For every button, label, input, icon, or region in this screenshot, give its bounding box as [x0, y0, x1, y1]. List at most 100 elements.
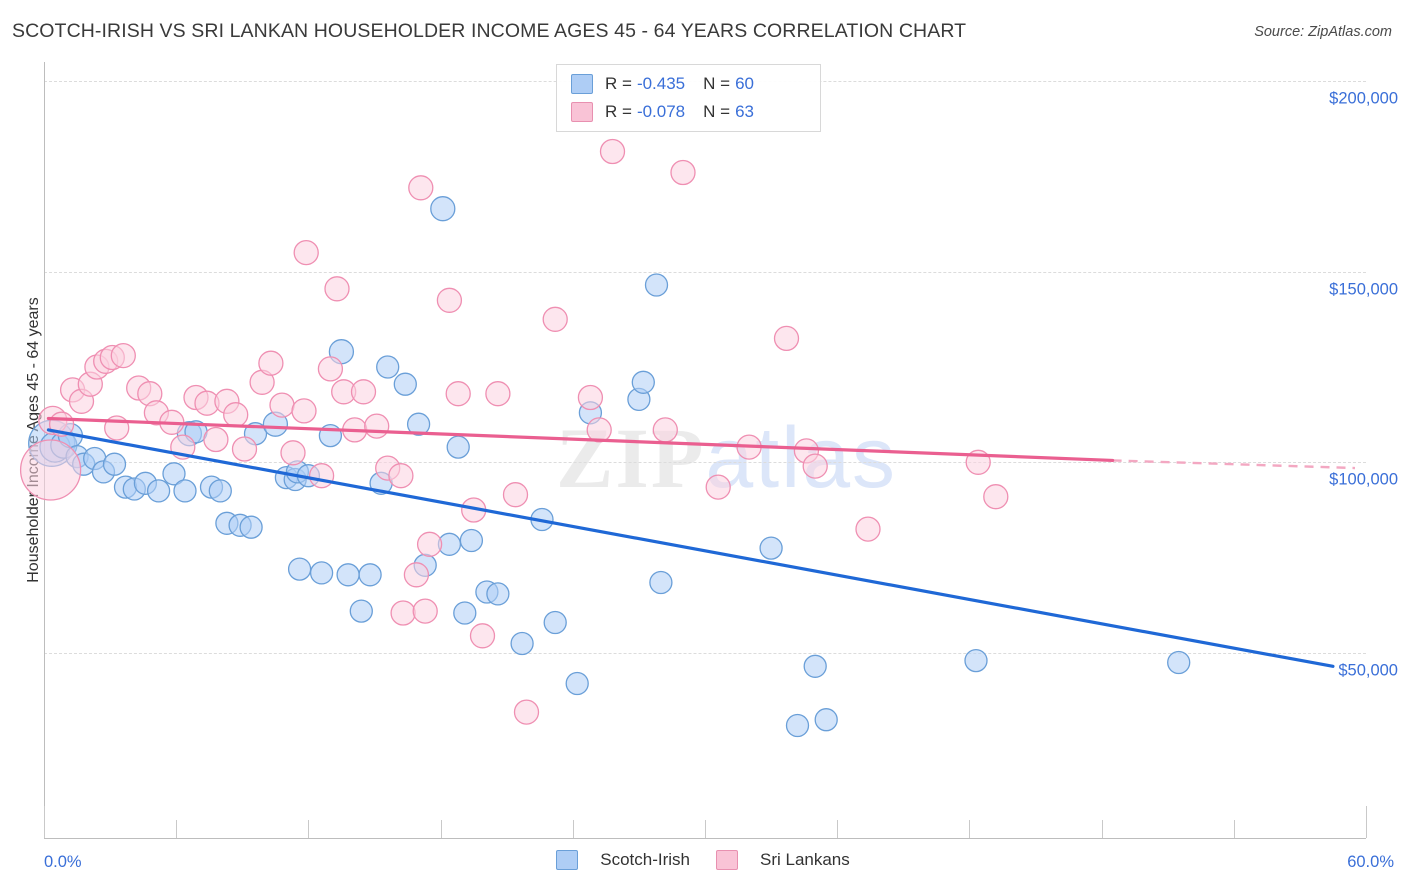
data-point[interactable]: [239, 515, 263, 539]
data-point[interactable]: [964, 648, 988, 673]
data-point[interactable]: [317, 356, 344, 382]
y-tick-label: $100,000: [1329, 470, 1398, 489]
data-point[interactable]: [390, 600, 416, 626]
x-tick: [969, 820, 971, 838]
data-point[interactable]: [670, 159, 696, 186]
data-point[interactable]: [287, 557, 312, 581]
data-point[interactable]: [203, 426, 229, 453]
data-point[interactable]: [631, 370, 655, 394]
data-point[interactable]: [19, 439, 82, 501]
data-point[interactable]: [577, 384, 604, 411]
data-point[interactable]: [652, 417, 678, 443]
stats-legend: R = -0.435 N = 60 R = -0.078 N = 63: [556, 64, 821, 132]
data-point[interactable]: [336, 563, 360, 587]
data-point[interactable]: [644, 273, 669, 297]
data-point[interactable]: [814, 708, 838, 732]
y-tick-label: $150,000: [1329, 280, 1398, 299]
data-point[interactable]: [485, 381, 511, 407]
data-point[interactable]: [406, 412, 431, 436]
stats-legend-r-label-1: R =: [605, 74, 632, 93]
x-tick: [705, 820, 706, 838]
stats-legend-r-value-2: -0.078: [636, 102, 686, 121]
data-point[interactable]: [430, 196, 456, 222]
data-point[interactable]: [802, 453, 828, 479]
data-point[interactable]: [469, 623, 496, 649]
data-point[interactable]: [565, 671, 589, 696]
data-point[interactable]: [358, 563, 382, 587]
data-point[interactable]: [388, 463, 414, 489]
stats-legend-n-value-1: 60: [735, 74, 754, 93]
trend-line-scotch-irish: [46, 428, 1335, 668]
x-tick-label-max: 60.0%: [1347, 853, 1394, 871]
legend-swatch-scotch-irish: [556, 850, 579, 870]
data-point[interactable]: [486, 582, 510, 606]
data-point[interactable]: [308, 463, 335, 489]
data-point[interactable]: [258, 350, 284, 376]
legend-label-sri-lankans: Sri Lankans: [759, 850, 850, 869]
x-tick-end: [1366, 806, 1367, 838]
data-point[interactable]: [510, 631, 534, 656]
data-point[interactable]: [146, 479, 171, 503]
stats-legend-r-label-2: R =: [605, 102, 632, 121]
data-point[interactable]: [803, 654, 827, 678]
data-point[interactable]: [785, 713, 810, 738]
data-point[interactable]: [513, 699, 540, 725]
data-point[interactable]: [416, 531, 443, 557]
data-point[interactable]: [502, 482, 529, 508]
data-point[interactable]: [446, 435, 470, 459]
data-point[interactable]: [649, 570, 673, 595]
stats-legend-n-label-2: N =: [703, 102, 731, 121]
x-tick: [1233, 820, 1235, 838]
data-point[interactable]: [280, 440, 306, 466]
data-point[interactable]: [543, 610, 567, 635]
data-point[interactable]: [349, 599, 373, 623]
gridline: [44, 462, 1366, 464]
data-point[interactable]: [291, 398, 317, 424]
x-tick: [308, 820, 310, 838]
data-point[interactable]: [162, 462, 186, 486]
data-point[interactable]: [436, 287, 463, 313]
data-point[interactable]: [459, 528, 484, 553]
data-point[interactable]: [324, 276, 350, 302]
data-point[interactable]: [445, 381, 471, 407]
data-point[interactable]: [412, 598, 438, 624]
data-point[interactable]: [208, 479, 232, 503]
page-title: SCOTCH-IRISH VS SRI LANKAN HOUSEHOLDER I…: [12, 20, 967, 42]
stats-legend-row-scotch-irish: R = -0.435 N = 60: [571, 71, 754, 97]
data-point[interactable]: [855, 516, 881, 542]
data-point[interactable]: [223, 402, 249, 428]
data-point[interactable]: [542, 306, 568, 332]
data-point[interactable]: [759, 536, 783, 560]
data-point[interactable]: [350, 379, 377, 405]
x-tick: [1101, 820, 1103, 838]
data-point[interactable]: [773, 325, 800, 352]
data-point[interactable]: [599, 138, 626, 165]
series-legend: Scotch-Irish Sri Lankans: [0, 850, 1406, 870]
data-point[interactable]: [231, 436, 258, 462]
data-point[interactable]: [983, 484, 1009, 510]
gridline: [44, 271, 1366, 273]
series-scotch-irish: [28, 196, 1191, 738]
legend-item-scotch-irish[interactable]: Scotch-Irish: [556, 850, 690, 870]
data-point[interactable]: [309, 561, 334, 585]
legend-item-sri-lankans[interactable]: Sri Lankans: [715, 850, 850, 870]
x-axis-line: [44, 838, 1366, 839]
data-point[interactable]: [364, 413, 390, 439]
x-tick: [176, 820, 178, 838]
data-point[interactable]: [173, 479, 197, 503]
source-label: Source: ZipAtlas.com: [1254, 24, 1392, 40]
y-tick-label: $200,000: [1329, 89, 1398, 108]
data-point[interactable]: [586, 417, 612, 443]
data-point[interactable]: [376, 355, 400, 379]
data-point[interactable]: [705, 474, 731, 500]
data-point[interactable]: [102, 452, 127, 476]
data-point[interactable]: [403, 562, 430, 588]
data-point[interactable]: [269, 392, 295, 418]
data-point[interactable]: [453, 601, 477, 625]
data-point[interactable]: [408, 175, 434, 201]
data-point[interactable]: [293, 239, 319, 266]
data-point[interactable]: [393, 372, 417, 396]
data-point[interactable]: [110, 342, 136, 369]
data-point[interactable]: [1167, 650, 1191, 675]
